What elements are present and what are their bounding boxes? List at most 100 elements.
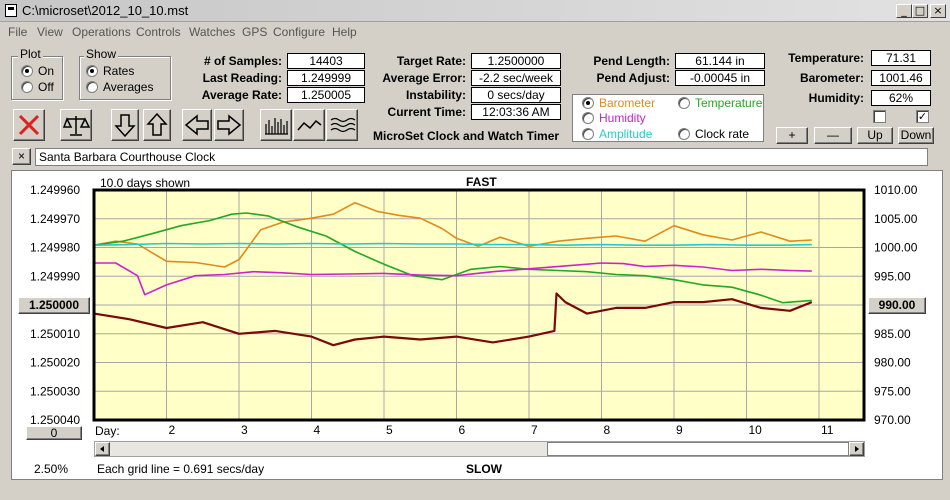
barometer-value: 1001.46 [871, 70, 931, 86]
sensor-humidity-label: Humidity [599, 111, 646, 125]
show-averages-radio[interactable] [86, 81, 98, 93]
y-right-center-button[interactable]: 990.00 [868, 297, 926, 314]
plot-on-label: On [38, 64, 55, 78]
y-right-tick-label: 975.00 [874, 384, 911, 398]
y-left-center-button[interactable]: 1.250000 [18, 297, 90, 314]
chart-series [93, 201, 813, 347]
show-rates-label: Rates [103, 64, 135, 78]
x-tick-label: 4 [314, 423, 321, 437]
left-arrow-button[interactable] [182, 109, 212, 141]
plot-border [92, 188, 866, 422]
pend-length-label: Pend Length: [593, 54, 670, 68]
y-left-tick-labels: 1.249960 1.249970 1.249980 1.249990 1.250010… [30, 183, 80, 427]
balance-scale-icon [62, 116, 91, 136]
down-arrow-button[interactable] [111, 109, 139, 141]
sensor-temperature-radio[interactable] [678, 97, 690, 109]
y-left-tick-label: 1.249990 [30, 269, 80, 283]
bar-graph-button[interactable] [260, 109, 292, 141]
scale-minus-button[interactable]: — [814, 127, 852, 144]
show-group-label: Show [84, 47, 119, 61]
wave-lines-icon [330, 117, 356, 133]
instability-value: 0 secs/day [471, 87, 561, 103]
close-button[interactable]: × [930, 4, 946, 18]
title-bar[interactable]: C:\microset\2012_10_10.mst _ □ × [0, 0, 950, 22]
y-right-tick-label: 970.00 [874, 413, 911, 427]
menu-file[interactable]: File [8, 25, 28, 39]
menu-watches[interactable]: Watches [189, 25, 236, 39]
x-offset-button[interactable]: 0 [26, 426, 82, 440]
pend-length-value: 61.144 in [675, 53, 765, 69]
y-left-tick-label: 1.250030 [30, 384, 80, 398]
show-rates-radio[interactable] [86, 65, 98, 77]
menu-operations[interactable]: Operations [72, 25, 131, 39]
scale-up-button[interactable]: Up [857, 127, 893, 144]
x-tick-label: 3 [241, 423, 248, 437]
minimize-button[interactable]: _ [896, 4, 912, 18]
series-line-temperature [93, 212, 812, 304]
arrow-right-icon [217, 114, 242, 136]
scroll-right-button[interactable] [849, 442, 864, 456]
plot-off-radio[interactable] [21, 81, 33, 93]
y-left-tick-label: 1.250040 [30, 413, 80, 427]
humidity-value: 62% [871, 90, 931, 106]
checkbox-left[interactable] [873, 110, 886, 123]
target-rate-value: 1.2500000 [471, 53, 561, 69]
menu-controls[interactable]: Controls [136, 25, 181, 39]
chart-title-fast: FAST [466, 175, 497, 189]
line-graph-button[interactable] [293, 109, 325, 141]
target-rate-label: Target Rate: [396, 54, 466, 68]
series-line-amplitude [93, 242, 812, 246]
app-icon [5, 4, 17, 17]
arrow-up-icon [146, 112, 168, 136]
sensor-clock-rate-radio[interactable] [678, 128, 690, 140]
scroll-thumb[interactable] [547, 442, 849, 456]
clock-name-field[interactable]: Santa Barbara Courthouse Clock [35, 148, 928, 166]
samples-label: # of Samples: [203, 54, 282, 68]
checkbox-right[interactable]: ✓ [916, 110, 929, 123]
scroll-left-button[interactable] [95, 442, 110, 456]
current-time-label: Current Time: [387, 105, 466, 119]
temperature-value: 71.31 [871, 50, 931, 66]
menu-configure[interactable]: Configure [273, 25, 326, 39]
y-right-tick-label: 1005.00 [874, 212, 918, 226]
plot-group-label: Plot [18, 47, 43, 61]
balance-button[interactable] [60, 109, 92, 141]
plot-on-radio[interactable] [21, 65, 33, 77]
stop-button[interactable] [13, 109, 45, 141]
y-right-tick-label: 985.00 [874, 327, 911, 341]
x-tick-labels: 2 3 4 5 6 7 8 9 10 11 [169, 423, 834, 437]
menu-help[interactable]: Help [332, 25, 357, 39]
y-left-tick-label: 1.249980 [30, 241, 80, 255]
x-axis-label: Day: [95, 424, 120, 438]
scale-down-button[interactable]: Down [898, 127, 934, 144]
arrow-left-icon [184, 114, 209, 136]
last-reading-value: 1.249999 [287, 70, 365, 86]
barometer-label: Barometer: [799, 71, 864, 85]
wave-graph-button[interactable] [326, 109, 358, 141]
menu-view[interactable]: View [37, 25, 63, 39]
menu-gps[interactable]: GPS [242, 25, 268, 39]
arrow-down-icon [114, 114, 136, 138]
y-left-tick-label: 1.250010 [30, 327, 80, 341]
sensor-amplitude-radio[interactable] [582, 128, 594, 140]
show-averages-label: Averages [103, 80, 154, 94]
horizontal-scrollbar[interactable] [94, 441, 865, 457]
maximize-button[interactable]: □ [912, 4, 928, 18]
y-right-tick-label: 1000.00 [874, 241, 918, 255]
up-arrow-button[interactable] [143, 109, 171, 141]
sensor-humidity-radio[interactable] [582, 112, 594, 124]
right-arrow-button[interactable] [214, 109, 244, 141]
sensor-select-box [572, 94, 764, 142]
menu-bar: File View Operations Controls Watches GP… [0, 22, 950, 41]
instability-label: Instability: [405, 88, 466, 102]
red-x-icon [18, 114, 40, 136]
scale-plus-button[interactable]: + [776, 127, 808, 144]
app-caption: MicroSet Clock and Watch Timer [373, 129, 560, 143]
average-rate-label: Average Rate: [201, 88, 282, 102]
grid-note: Each grid line = 0.691 secs/day [97, 462, 265, 476]
x-tick-label: 11 [821, 423, 834, 437]
sensor-clock-rate-label: Clock rate [695, 127, 750, 141]
clear-name-button[interactable]: × [12, 148, 31, 165]
y-left-tick-label: 1.249970 [30, 212, 80, 226]
sensor-barometer-radio[interactable] [582, 97, 594, 109]
